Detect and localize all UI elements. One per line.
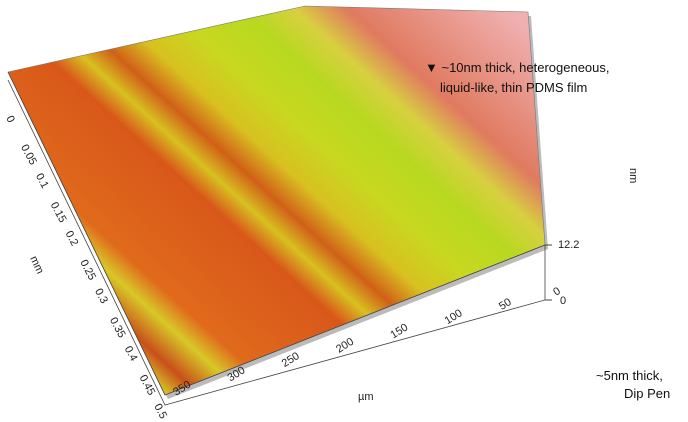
y-tick-label: 0.1	[33, 171, 51, 190]
y-tick-label: 0	[3, 114, 16, 125]
annotation: ▼ ~10nm thick, heterogeneous,	[425, 60, 610, 75]
z-tick-label: 0	[560, 295, 566, 307]
x-tick-label: 0	[551, 285, 563, 298]
annotation: Dip Pen	[624, 386, 670, 401]
y-tick-label: 0.45	[137, 373, 158, 398]
x-tick-label: 100	[443, 307, 465, 327]
y-tick-label: 0.15	[48, 200, 69, 225]
y-tick-label: 0.25	[77, 258, 98, 283]
y-tick-label: 0.05	[18, 143, 39, 168]
axis-frame	[7, 71, 546, 406]
annotation: ~5nm thick,	[596, 368, 663, 383]
y-tick-label: 0.3	[92, 287, 110, 306]
annotation: liquid-like, thin PDMS film	[440, 80, 587, 95]
x-tick-label: 50	[497, 296, 514, 313]
z-tick-label: 12.2	[558, 239, 579, 251]
x-axis-label: µm	[358, 391, 374, 403]
y-tick-label: 0.2	[63, 229, 81, 248]
y-tick-label: 0.35	[107, 315, 128, 340]
y-axis-label: mm	[27, 254, 46, 276]
z-axis-label: nm	[627, 168, 639, 183]
x-tick-label: 200	[334, 336, 356, 356]
